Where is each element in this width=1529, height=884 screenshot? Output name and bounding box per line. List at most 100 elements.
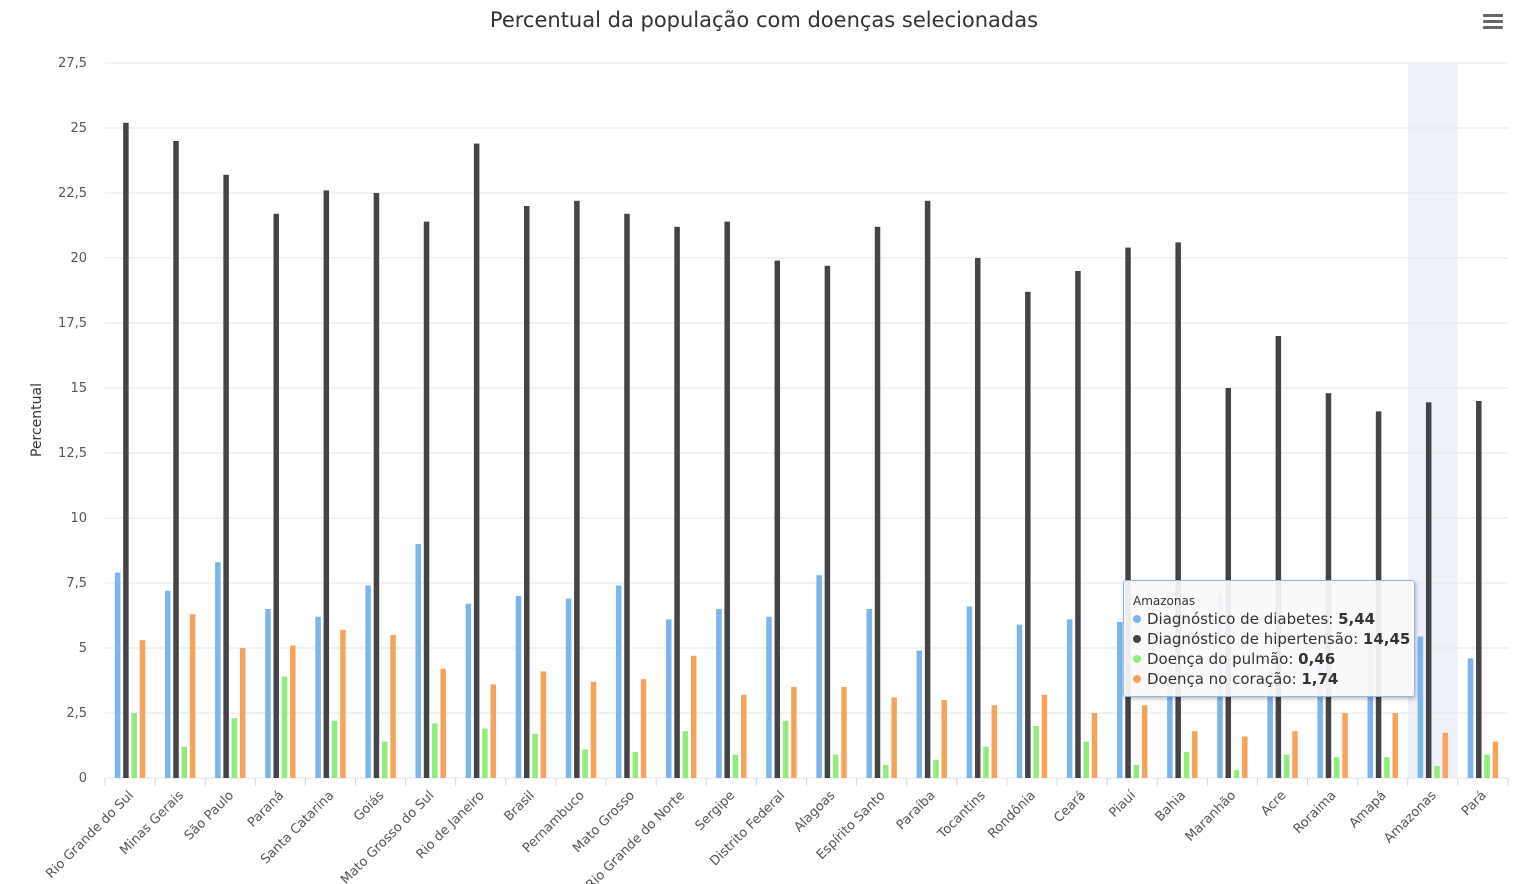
bar[interactable] (774, 260, 781, 779)
bar[interactable] (131, 713, 137, 778)
bar[interactable] (741, 694, 747, 778)
bar[interactable] (1133, 765, 1140, 778)
bar[interactable] (883, 765, 889, 778)
bar[interactable] (974, 258, 981, 778)
bar[interactable] (941, 700, 947, 778)
bar[interactable] (1467, 658, 1474, 778)
bar[interactable] (832, 754, 839, 778)
bar[interactable] (1066, 619, 1073, 778)
bar[interactable] (381, 741, 388, 778)
bar[interactable] (1334, 757, 1340, 778)
bar[interactable] (590, 681, 597, 778)
bar[interactable] (916, 650, 923, 778)
bar[interactable] (164, 590, 171, 778)
bar[interactable] (1033, 726, 1039, 778)
bar[interactable] (1125, 247, 1131, 779)
bar[interactable] (1367, 632, 1374, 778)
bar[interactable] (1141, 705, 1148, 778)
bar[interactable] (265, 609, 271, 778)
bar[interactable] (139, 640, 146, 778)
bar[interactable] (1041, 694, 1048, 778)
bar[interactable] (1025, 291, 1031, 778)
bar[interactable] (1267, 668, 1273, 778)
bar[interactable] (215, 562, 221, 778)
bar[interactable] (415, 544, 421, 778)
bar[interactable] (524, 206, 530, 778)
bar[interactable] (515, 596, 522, 778)
bar[interactable] (1384, 757, 1390, 778)
bar[interactable] (1476, 401, 1482, 778)
bar[interactable] (1083, 741, 1089, 778)
bar[interactable] (874, 226, 881, 779)
bar[interactable] (114, 572, 121, 778)
bar[interactable] (1075, 271, 1081, 778)
bar[interactable] (891, 697, 897, 778)
bar[interactable] (365, 585, 371, 778)
bar[interactable] (1242, 736, 1248, 778)
bar[interactable] (966, 606, 973, 778)
bar[interactable] (824, 265, 831, 778)
bar[interactable] (732, 754, 739, 778)
bar[interactable] (1342, 713, 1348, 778)
bar[interactable] (1292, 731, 1298, 778)
bar[interactable] (1492, 741, 1499, 778)
bar[interactable] (674, 226, 680, 779)
bar[interactable] (315, 616, 321, 778)
bar[interactable] (682, 731, 689, 778)
bar[interactable] (1317, 661, 1323, 778)
bar[interactable] (340, 629, 346, 778)
bar[interactable] (716, 609, 722, 778)
bar[interactable] (690, 655, 697, 778)
bar[interactable] (173, 141, 179, 778)
bar[interactable] (983, 746, 989, 778)
bar[interactable] (816, 575, 822, 778)
bar[interactable] (323, 190, 330, 778)
bar[interactable] (123, 122, 129, 779)
bar[interactable] (1175, 242, 1181, 778)
bar[interactable] (532, 733, 538, 778)
bar[interactable] (1442, 732, 1449, 778)
bar[interactable] (1425, 402, 1432, 778)
bar[interactable] (290, 645, 296, 778)
bar[interactable] (1091, 713, 1098, 778)
bar[interactable] (490, 684, 497, 778)
bar[interactable] (440, 668, 446, 778)
bar[interactable] (766, 616, 772, 778)
bar[interactable] (1484, 754, 1490, 778)
bar[interactable] (991, 705, 998, 778)
bar[interactable] (640, 679, 647, 778)
bar[interactable] (724, 221, 730, 779)
bar[interactable] (239, 648, 246, 778)
bar[interactable] (1183, 752, 1190, 778)
bar[interactable] (281, 676, 288, 778)
bar[interactable] (565, 598, 572, 778)
bar[interactable] (331, 720, 338, 778)
bar[interactable] (624, 213, 630, 779)
hamburger-menu-icon[interactable] (1480, 12, 1506, 36)
bar[interactable] (223, 174, 229, 779)
bar[interactable] (189, 614, 196, 778)
bar[interactable] (1116, 622, 1123, 778)
bar[interactable] (373, 193, 380, 778)
bar[interactable] (1434, 766, 1440, 778)
bar[interactable] (432, 723, 438, 778)
bar[interactable] (1283, 754, 1290, 778)
bar[interactable] (841, 687, 847, 778)
bar[interactable] (465, 603, 472, 778)
bar[interactable] (933, 759, 939, 778)
bar[interactable] (615, 585, 622, 778)
bar[interactable] (924, 200, 931, 779)
bar[interactable] (473, 143, 480, 779)
bar[interactable] (231, 718, 238, 778)
bar[interactable] (273, 213, 279, 779)
bar[interactable] (782, 720, 789, 778)
bar[interactable] (1392, 713, 1398, 778)
bar[interactable] (1275, 336, 1282, 778)
bar[interactable] (791, 687, 797, 778)
bar[interactable] (482, 728, 488, 778)
bar[interactable] (632, 752, 639, 778)
bar[interactable] (1233, 770, 1240, 778)
bar[interactable] (540, 671, 547, 778)
bar[interactable] (1192, 731, 1198, 778)
bar[interactable] (666, 619, 672, 778)
